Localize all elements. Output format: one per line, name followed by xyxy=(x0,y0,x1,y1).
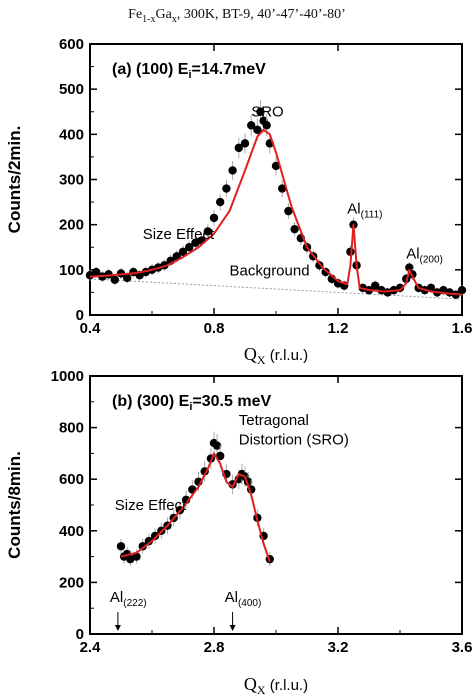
panel-b-arrow-label: Al(400) xyxy=(225,589,262,609)
panel-a-data-point xyxy=(240,139,250,148)
panel-a-annotation: SRO xyxy=(251,103,284,120)
panel-a-data-point xyxy=(178,247,188,256)
panel-b-data-point xyxy=(144,536,154,546)
figure-header: Fe1-xGax, 300K, BT-9, 40’-47’-40’-80’ xyxy=(128,7,346,25)
panel-b-data-point xyxy=(216,451,225,461)
panel-b-xtick-label: 3.6 xyxy=(452,639,473,656)
panel-a-data-point xyxy=(457,285,467,295)
header-sub-2: x xyxy=(172,14,177,25)
panel-a-annotation: Al(111) xyxy=(347,200,382,220)
panel-b-ytick-label: 600 xyxy=(59,471,84,488)
panel-a-data-point xyxy=(234,143,243,153)
panel-a-data-point xyxy=(92,267,101,277)
panel-b-ytick-label: 200 xyxy=(59,574,84,591)
panel-b-ytick-label: 400 xyxy=(59,523,84,540)
panel-b-ytick-label: 800 xyxy=(59,420,84,437)
panel-b-data-point xyxy=(132,552,141,561)
panel-a-ytick-label: 100 xyxy=(59,262,84,279)
panel-b-xtick-label: 2.8 xyxy=(204,639,225,656)
panel-a-data-point xyxy=(405,263,414,272)
panel-b-data-point xyxy=(212,441,222,450)
panel-a-data-point xyxy=(247,121,256,130)
panel-a-ytick-label: 500 xyxy=(59,81,84,98)
panel-a-title: (a) (100) Ei=14.7meV xyxy=(112,61,266,81)
panel-a-data-point xyxy=(216,197,225,207)
panel-b-ylabel: Counts/8min. xyxy=(5,451,24,559)
panel-b-annotation: Tetragonal xyxy=(239,412,309,429)
panel-a-data-point xyxy=(256,107,265,116)
panel-a-data-point xyxy=(321,267,330,277)
panel-b-data-point xyxy=(116,542,126,551)
panel-a-data-point xyxy=(253,125,262,135)
panel-a-data-point xyxy=(278,184,287,193)
panel-a-ytick-label: 600 xyxy=(59,36,84,53)
panel-a-annotation: Background xyxy=(230,262,310,279)
panel-b-arrow-head xyxy=(229,625,236,631)
panel-a-xtick-label: 1.6 xyxy=(452,320,473,337)
panel-a-data-point xyxy=(110,275,120,284)
panel-b-annotation: Size Effect xyxy=(115,497,187,514)
panel-a-data-point xyxy=(271,161,281,171)
panel-a-data-point xyxy=(228,166,237,175)
panel-b-ytick-label: 0 xyxy=(76,626,84,643)
panel-a-data-point xyxy=(123,273,132,283)
panel-b-annotation: Distortion (SRO) xyxy=(239,431,349,448)
header-sub-1: 1-x xyxy=(142,14,155,25)
panel-a-data-point xyxy=(262,121,271,130)
panel-a-data-point xyxy=(284,206,293,216)
panel-a: 0 100 200 300 400 500 600 0.4 0.8 1.2 1.6 QX (r.l.u… xyxy=(5,36,472,367)
panel-a-data-point xyxy=(209,213,219,223)
panel-a-annotation: Al(200) xyxy=(406,246,443,266)
panel-b-title: (b) (300) Ei=30.5 meV xyxy=(112,393,271,413)
panel-a-data-point xyxy=(222,184,231,193)
panel-b-xtick-label: 3.2 xyxy=(328,639,349,656)
panel-a-data-point xyxy=(185,243,194,252)
panel-a-fit-line xyxy=(89,128,463,296)
panel-a-ytick-label: 200 xyxy=(59,217,84,234)
panel-a-xtick-label: 1.2 xyxy=(328,320,349,337)
panel-b-arrow-label: Al(222) xyxy=(110,589,147,609)
panel-b: 0 200 400 600 800 1000 2.4 2.8 3.2 3.6 QX (r.l.u.)… xyxy=(5,368,472,697)
panel-a-data-point xyxy=(290,224,299,234)
panel-a-xtick-label: 0.4 xyxy=(80,320,102,337)
panel-b-arrow-head xyxy=(114,625,121,631)
panel-a-xlabel: QX (r.l.u.) xyxy=(244,344,308,367)
panel-a-ylabel: Counts/2min. xyxy=(5,126,24,234)
panel-a-xtick-label: 0.8 xyxy=(204,320,225,337)
panel-b-fit-line xyxy=(120,452,271,563)
panel-a-annotation: Size Effect xyxy=(143,226,215,243)
panel-a-data-point xyxy=(371,281,380,290)
panel-a-data-point xyxy=(203,227,212,236)
panel-b-xlabel: QX (r.l.u.) xyxy=(244,674,308,697)
panel-a-ytick-label: 0 xyxy=(76,307,84,324)
panel-b-data-point xyxy=(138,542,147,551)
panel-b-xtick-label: 2.4 xyxy=(80,639,102,656)
panel-b-data-point xyxy=(150,531,160,541)
panel-a-ytick-label: 400 xyxy=(59,126,84,143)
panel-a-ytick-label: 300 xyxy=(59,172,84,189)
panel-b-ytick-label: 1000 xyxy=(51,368,84,385)
